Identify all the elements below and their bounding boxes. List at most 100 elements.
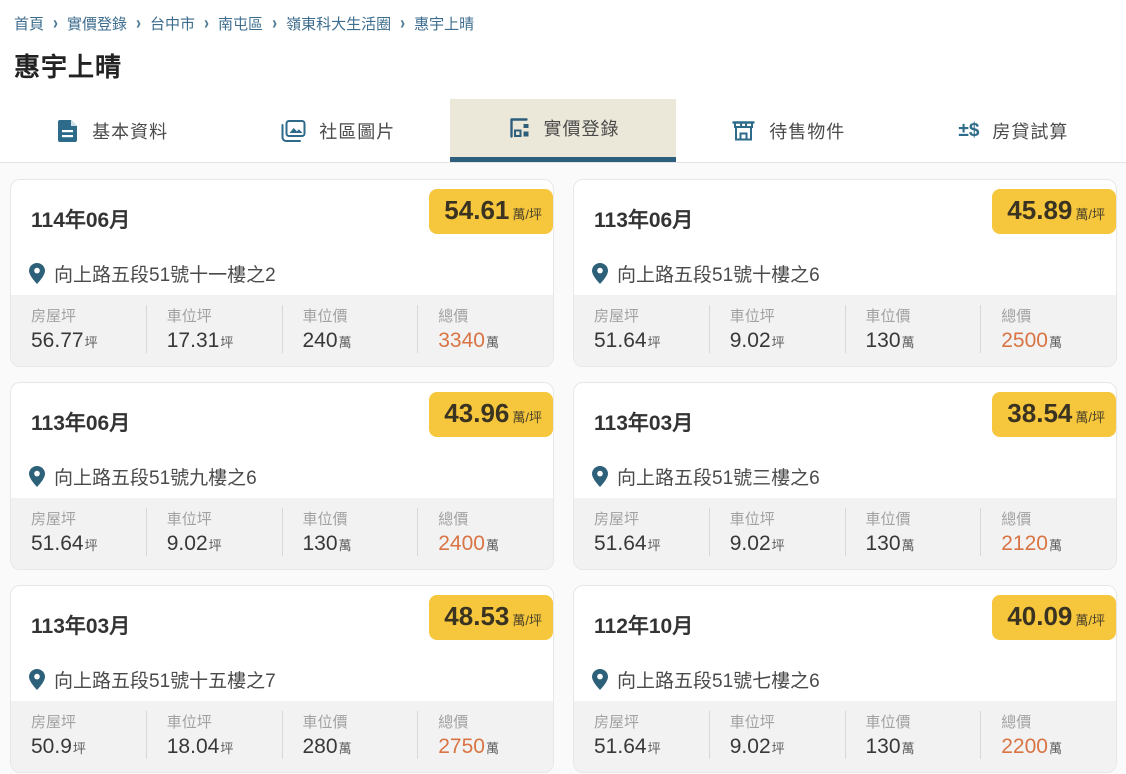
unit-price-badge: 48.53 萬/坪	[429, 595, 553, 640]
stat-label: 車位價	[865, 308, 911, 325]
unit-price-badge: 45.89 萬/坪	[992, 189, 1116, 234]
tab-for-sale-listings[interactable]: 待售物件	[676, 99, 901, 162]
location-pin-icon	[592, 669, 608, 690]
stat-label: 車位價	[865, 511, 911, 528]
stat-value: 9.02坪	[729, 532, 785, 555]
stat-parking-price: 車位價 130萬	[844, 711, 981, 759]
breadcrumb-separator: ›	[136, 13, 142, 34]
listing-address: 向上路五段51號十一樓之2	[54, 265, 276, 286]
stat-parking-ping: 車位坪 18.04坪	[145, 711, 282, 759]
stat-value: 18.04坪	[166, 735, 234, 758]
stat-label: 總價	[438, 511, 469, 528]
stat-house-ping: 房屋坪 50.9坪	[11, 711, 146, 759]
stat-label: 房屋坪	[31, 308, 77, 325]
listing-stats: 房屋坪 51.64坪 車位坪 9.02坪 車位價 130萬 總價 2400萬	[11, 498, 553, 569]
location-pin-icon	[592, 466, 608, 487]
tab-basic-info[interactable]: 基本資料	[0, 99, 225, 162]
stat-label: 總價	[1001, 714, 1032, 731]
stat-parking-ping: 車位坪 9.02坪	[145, 508, 282, 556]
unit-price-unit: 萬/坪	[512, 207, 542, 222]
listing-stats: 房屋坪 51.64坪 車位坪 9.02坪 車位價 130萬 總價 2120萬	[574, 498, 1116, 569]
listing-card[interactable]: 113年03月 38.54 萬/坪 向上路五段51號三樓之6 房屋坪 51.64…	[573, 382, 1117, 570]
stat-parking-ping: 車位坪 17.31坪	[145, 305, 282, 353]
stat-total-price: 總價 2200萬	[980, 711, 1116, 759]
stat-value: 51.64坪	[594, 532, 661, 555]
stat-value-total: 2500萬	[1001, 329, 1062, 352]
location-pin-icon	[592, 263, 608, 284]
plus-minus-dollar-icon: ±$	[958, 119, 980, 141]
stat-parking-price: 車位價 130萬	[281, 508, 418, 556]
stat-label: 房屋坪	[31, 511, 77, 528]
listing-date: 113年03月	[594, 412, 694, 435]
listing-date: 114年06月	[31, 209, 131, 232]
chart-icon	[507, 116, 531, 140]
stat-label: 房屋坪	[31, 714, 77, 731]
stat-value-total: 2120萬	[1001, 532, 1062, 555]
location-pin-icon	[29, 669, 45, 690]
listing-address-row: 向上路五段51號十五樓之7	[29, 666, 553, 693]
stat-value: 9.02坪	[729, 735, 785, 758]
tab-community-photos[interactable]: 社區圖片	[225, 99, 450, 162]
stat-value: 9.02坪	[729, 329, 785, 352]
breadcrumb-item-district[interactable]: 南屯區	[218, 16, 264, 33]
unit-price-badge: 43.96 萬/坪	[429, 392, 553, 437]
tab-price-registration[interactable]: 實價登錄	[450, 99, 676, 162]
stat-house-ping: 房屋坪 51.64坪	[574, 305, 709, 353]
breadcrumb-item-area[interactable]: 嶺東科大生活圈	[286, 16, 392, 33]
stat-parking-price: 車位價 130萬	[844, 305, 981, 353]
stat-label: 車位價	[302, 714, 348, 731]
stat-label: 車位坪	[166, 511, 212, 528]
location-pin-icon	[29, 466, 45, 487]
photo-icon	[280, 119, 306, 143]
unit-price-badge: 40.09 萬/坪	[992, 595, 1116, 640]
listing-address: 向上路五段51號十樓之6	[617, 265, 820, 286]
tab-label: 基本資料	[92, 121, 169, 142]
stat-value: 51.64坪	[594, 329, 661, 352]
listings-grid: 114年06月 54.61 萬/坪 向上路五段51號十一樓之2 房屋坪 56.7…	[0, 163, 1126, 774]
stat-label: 車位坪	[729, 511, 775, 528]
breadcrumb-separator: ›	[272, 13, 278, 34]
unit-price-unit: 萬/坪	[512, 613, 542, 628]
stat-parking-ping: 車位坪 9.02坪	[708, 508, 845, 556]
unit-price-unit: 萬/坪	[1075, 207, 1105, 222]
breadcrumb-item-home[interactable]: 首頁	[14, 16, 45, 33]
stat-value-total: 3340萬	[438, 329, 499, 352]
unit-price-badge: 38.54 萬/坪	[992, 392, 1116, 437]
stat-total-price: 總價 2750萬	[417, 711, 553, 759]
stat-house-ping: 房屋坪 51.64坪	[574, 711, 709, 759]
stat-value: 130萬	[865, 532, 915, 555]
listing-card[interactable]: 113年06月 43.96 萬/坪 向上路五段51號九樓之6 房屋坪 51.64…	[10, 382, 554, 570]
stat-label: 車位坪	[166, 308, 212, 325]
stat-label: 房屋坪	[594, 714, 640, 731]
listing-card[interactable]: 113年03月 48.53 萬/坪 向上路五段51號十五樓之7 房屋坪 50.9…	[10, 585, 554, 773]
unit-price-badge: 54.61 萬/坪	[429, 189, 553, 234]
breadcrumb-item-city[interactable]: 台中市	[150, 16, 196, 33]
stat-value-total: 2200萬	[1001, 735, 1062, 758]
listing-date: 112年10月	[594, 615, 694, 638]
tab-mortgage-calculator[interactable]: ±$ 房貸試算	[901, 99, 1126, 162]
listing-card[interactable]: 112年10月 40.09 萬/坪 向上路五段51號七樓之6 房屋坪 51.64…	[573, 585, 1117, 773]
listing-date: 113年03月	[31, 615, 131, 638]
listing-address: 向上路五段51號九樓之6	[54, 468, 257, 489]
stat-value: 56.77坪	[31, 329, 98, 352]
unit-price-value: 40.09	[1007, 601, 1073, 631]
listing-card[interactable]: 113年06月 45.89 萬/坪 向上路五段51號十樓之6 房屋坪 51.64…	[573, 179, 1117, 367]
breadcrumb-item-price-registration[interactable]: 實價登錄	[67, 16, 128, 33]
storefront-icon	[731, 119, 756, 143]
listing-address-row: 向上路五段51號七樓之6	[592, 666, 1116, 693]
page-title: 惠宇上晴	[14, 52, 123, 82]
stat-label: 車位坪	[166, 714, 212, 731]
listing-address-row: 向上路五段51號九樓之6	[29, 463, 553, 490]
breadcrumb-item-community[interactable]: 惠宇上晴	[414, 16, 475, 33]
tab-label: 實價登錄	[543, 119, 620, 139]
tab-label: 待售物件	[769, 121, 846, 142]
tab-bar: 基本資料 社區圖片 實價登錄	[0, 99, 1126, 163]
stat-parking-price: 車位價 280萬	[281, 711, 418, 759]
listing-card[interactable]: 114年06月 54.61 萬/坪 向上路五段51號十一樓之2 房屋坪 56.7…	[10, 179, 554, 367]
stat-value: 240萬	[302, 329, 352, 352]
breadcrumb-separator: ›	[204, 13, 210, 34]
stat-value: 50.9坪	[31, 735, 86, 758]
breadcrumb-separator: ›	[53, 13, 59, 34]
stat-value: 17.31坪	[166, 329, 234, 352]
stat-value: 51.64坪	[594, 735, 661, 758]
